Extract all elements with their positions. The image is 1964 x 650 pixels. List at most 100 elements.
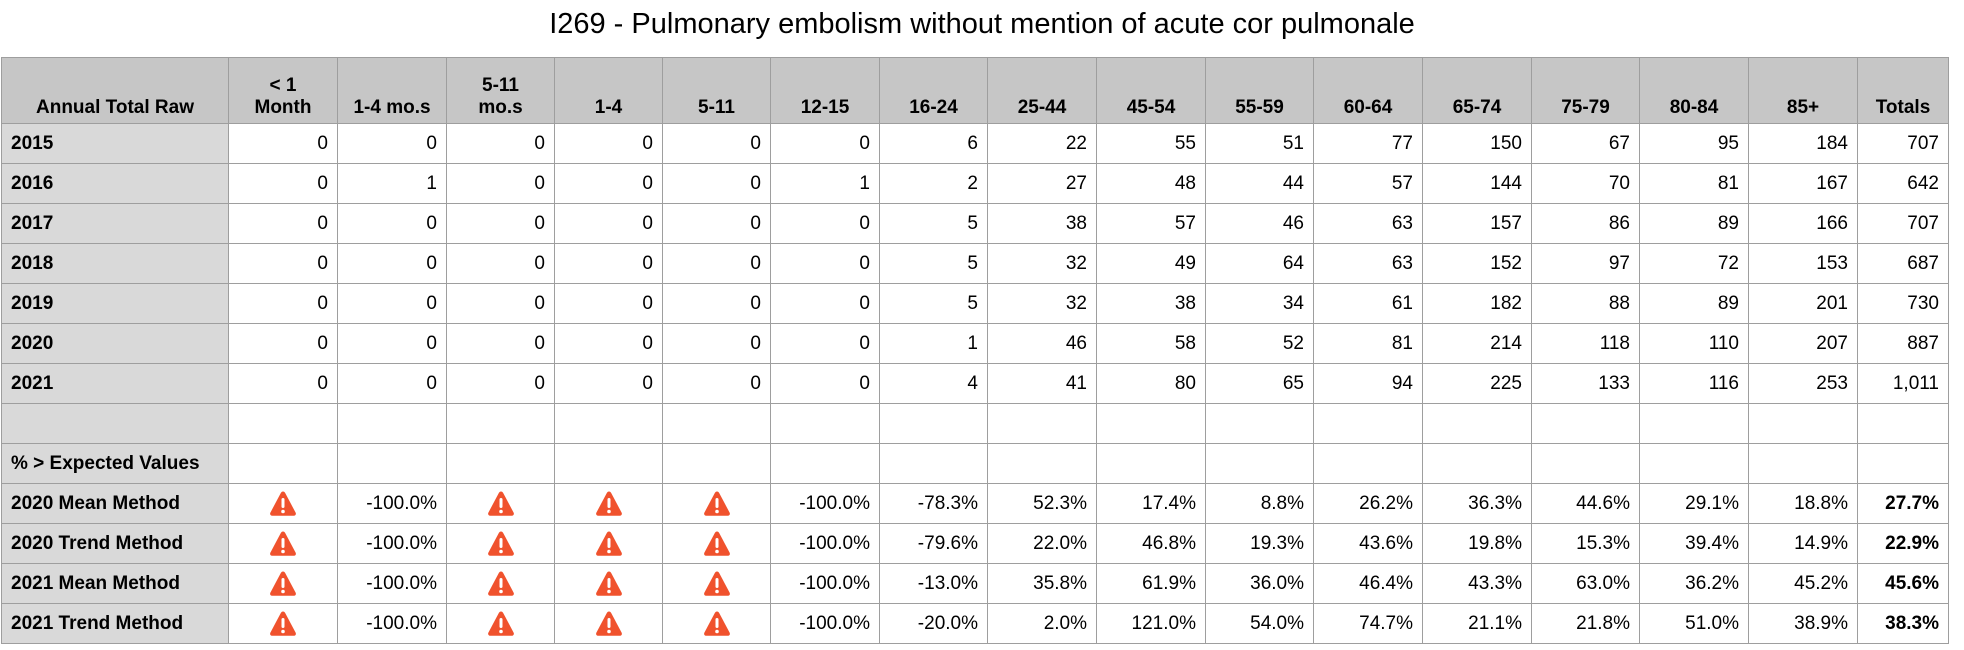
table-cell: 86 (1531, 203, 1640, 244)
table-cell: 81 (1639, 163, 1749, 204)
table-row: 2021 0 0 0 0 0 0 4 41 80 65 94 225 133 116 253 1,011 (1, 363, 1949, 404)
column-header-line: 16-24 (909, 97, 958, 118)
table-cell: 0 (446, 163, 555, 204)
table-cell: 1 (770, 163, 880, 204)
table-cell: 41 (987, 363, 1097, 404)
table-cell: 43.6% (1313, 523, 1423, 564)
column-header-line: 60-64 (1343, 97, 1393, 118)
empty-cell (1857, 443, 1949, 484)
column-header: 80-84 (1639, 57, 1749, 124)
table-cell: 57 (1313, 163, 1423, 204)
warning-triangle-icon (270, 571, 296, 596)
table-row: 2017 0 0 0 0 0 0 5 38 57 46 63 157 86 89 166 707 (1, 203, 1949, 244)
empty-cell (1639, 403, 1749, 444)
table-cell: 144 (1422, 163, 1532, 204)
empty-cell (1748, 443, 1858, 484)
table-cell: 5 (879, 243, 988, 284)
row-label: 2020 Trend Method (1, 523, 229, 564)
table-cell: 32 (987, 283, 1097, 324)
table-cell: 70 (1531, 163, 1640, 204)
data-table: Annual Total Raw < 1 Month 1-4 mo.s 5-11 mo.… (1, 57, 1949, 644)
table-cell: 0 (228, 363, 338, 404)
column-header: 25-44 (987, 57, 1097, 124)
table-cell: 730 (1857, 283, 1949, 324)
column-header: 5-11 mo.s (446, 57, 555, 124)
table-cell: 0 (662, 203, 771, 244)
table-cell: 61 (1313, 283, 1423, 324)
table-cell: 0 (228, 323, 338, 364)
table-cell: 167 (1748, 163, 1858, 204)
table-cell: -100.0% (337, 523, 447, 564)
table-cell: 72 (1639, 243, 1749, 284)
empty-cell (1096, 403, 1206, 444)
table-cell: 64 (1205, 243, 1314, 284)
table-cell: -79.6% (879, 523, 988, 564)
warning-triangle-icon (595, 531, 622, 556)
table-cell: -20.0% (879, 603, 988, 644)
table-cell: 46 (987, 323, 1097, 364)
warning-triangle-icon (595, 491, 622, 516)
table-cell: 14.9% (1748, 523, 1858, 564)
table-cell: 0 (228, 283, 338, 324)
column-header-line: mo.s (478, 97, 523, 118)
column-header-line: 5-11 (698, 97, 735, 118)
table-cell: 0 (554, 163, 663, 204)
table-cell: 52.3% (987, 483, 1097, 524)
column-header: 16-24 (879, 57, 988, 124)
table-cell: 121.0% (1096, 603, 1206, 644)
table-cell: 49 (1096, 243, 1206, 284)
table-cell: 687 (1857, 243, 1949, 284)
row-label: 2020 Mean Method (1, 483, 229, 524)
warning-cell (662, 523, 771, 564)
table-cell: 0 (662, 323, 771, 364)
empty-cell (1639, 443, 1749, 484)
table-cell: 0 (554, 123, 663, 164)
column-header-line: 1-4 (594, 97, 623, 118)
table-cell: 8.8% (1205, 483, 1314, 524)
table-cell: 0 (446, 123, 555, 164)
table-cell: 2.0% (987, 603, 1097, 644)
table-cell: 63 (1313, 203, 1423, 244)
table-cell: 0 (554, 363, 663, 404)
column-header-line: 55-59 (1235, 97, 1284, 118)
table-cell: 77 (1313, 123, 1423, 164)
table-cell: 18.8% (1748, 483, 1858, 524)
table-cell: 51 (1205, 123, 1314, 164)
table-cell: 182 (1422, 283, 1532, 324)
table-cell: 0 (770, 203, 880, 244)
warning-cell (228, 603, 338, 644)
row-label: 2020 (1, 323, 229, 364)
warning-cell (662, 563, 771, 604)
empty-cell (446, 443, 555, 484)
table-cell: 22.9% (1857, 523, 1949, 564)
table-cell: 0 (554, 203, 663, 244)
warning-triangle-icon (270, 491, 296, 516)
table-cell: 157 (1422, 203, 1532, 244)
table-cell: 80 (1096, 363, 1206, 404)
table-cell: 0 (770, 123, 880, 164)
table-cell: 22 (987, 123, 1097, 164)
table-row: 2016 0 1 0 0 0 1 2 27 48 44 57 144 70 81 167 642 (1, 163, 1949, 204)
table-cell: 0 (446, 203, 555, 244)
warning-cell (446, 483, 555, 524)
table-cell: 89 (1639, 203, 1749, 244)
warning-triangle-icon (270, 531, 296, 556)
warning-triangle-icon (703, 571, 730, 596)
table-row: 2021 Trend Method -100.0% -100.0% -20.0% 2.0… (1, 603, 1949, 644)
table-cell: 57 (1096, 203, 1206, 244)
table-cell: 22.0% (987, 523, 1097, 564)
column-header: 1-4 mo.s (337, 57, 447, 124)
column-header: 85+ (1748, 57, 1858, 124)
warning-cell (554, 523, 663, 564)
table-row: 2020 Mean Method -100.0% -100.0% -78.3% 52.3… (1, 483, 1949, 524)
empty-cell (554, 443, 663, 484)
column-header-line: 45-54 (1126, 97, 1176, 118)
table-cell: 17.4% (1096, 483, 1206, 524)
empty-cell (1422, 443, 1532, 484)
empty-cell (228, 403, 338, 444)
table-cell: 152 (1422, 243, 1532, 284)
table-cell: 67 (1531, 123, 1640, 164)
table-cell: 27.7% (1857, 483, 1949, 524)
table-cell: 94 (1313, 363, 1423, 404)
table-row: 2020 0 0 0 0 0 0 1 46 58 52 81 214 118 110 207 887 (1, 323, 1949, 364)
